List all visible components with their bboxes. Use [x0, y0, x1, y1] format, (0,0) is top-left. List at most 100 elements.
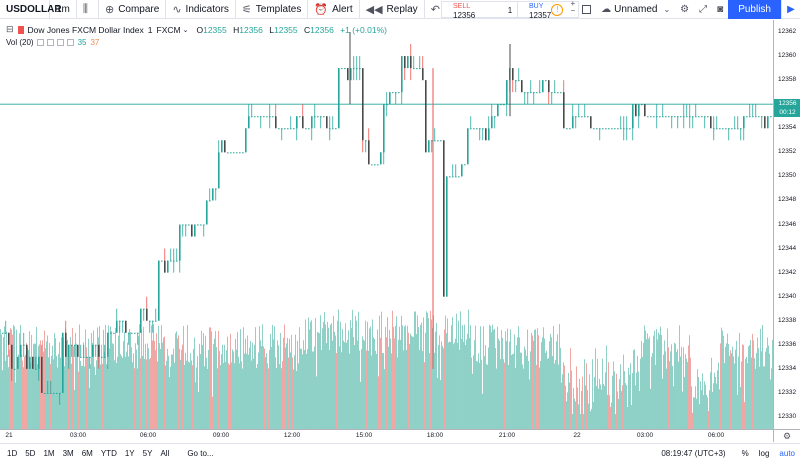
- candle-body: [419, 68, 421, 70]
- volume-bar: [455, 338, 456, 429]
- chart-type-button[interactable]: ⫼: [77, 0, 99, 19]
- range-all[interactable]: All: [160, 448, 170, 458]
- fullscreen-square-button[interactable]: [577, 0, 596, 19]
- chart-pane[interactable]: ⊟ Dow Jones FXCM Dollar Index 1 FXCM ⌄ O…: [0, 20, 773, 429]
- volume-bar: [369, 328, 370, 429]
- volume-bar: [614, 371, 615, 429]
- interval-button[interactable]: 1m: [50, 0, 77, 19]
- collapse-icon[interactable]: ⊟: [6, 24, 14, 34]
- percent-toggle[interactable]: %: [741, 449, 749, 458]
- visibility-icon[interactable]: [36, 39, 44, 46]
- volume-bar: [307, 349, 308, 429]
- volume-bar: [454, 342, 455, 429]
- high-value: 12356: [239, 24, 263, 35]
- volume-bar: [132, 362, 133, 429]
- square-icon: [582, 5, 592, 14]
- goto-button[interactable]: Go to...: [187, 448, 214, 458]
- fullscreen-button[interactable]: ⤢: [694, 0, 712, 19]
- volume-bar: [407, 325, 408, 429]
- volume-bar: [690, 357, 691, 429]
- volume-bar: [256, 367, 257, 429]
- candle-body: [269, 116, 271, 118]
- undo-button[interactable]: ↶: [425, 0, 450, 19]
- volume-bar: [209, 327, 210, 429]
- volume-bar: [356, 320, 357, 429]
- volume-bar: [458, 320, 459, 429]
- volume-bar: [721, 327, 722, 429]
- time-axis[interactable]: 21 03:00 06:00 09:00 12:00 15:00 18:00 21:00 22 0…: [0, 429, 773, 442]
- range-5y[interactable]: 5Y: [142, 448, 153, 458]
- range-5d[interactable]: 5D: [25, 448, 36, 458]
- replay-button[interactable]: ◀◀ Replay: [360, 0, 425, 19]
- settings-button[interactable]: ⚙: [675, 0, 694, 19]
- volume-bar: [131, 347, 132, 429]
- settings-small-icon[interactable]: [46, 39, 54, 46]
- more-small-icon[interactable]: [66, 39, 74, 46]
- clock-readout[interactable]: 08:19:47 (UTC+3): [661, 449, 726, 458]
- volume-bar: [93, 330, 94, 429]
- candle-body: [188, 224, 190, 226]
- volume-bar: [8, 367, 9, 429]
- range-1m[interactable]: 1M: [43, 448, 55, 458]
- volume-bar: [127, 342, 128, 429]
- sell-button[interactable]: SELL 12356: [441, 1, 503, 20]
- range-3m[interactable]: 3M: [62, 448, 74, 458]
- volume-bar: [681, 346, 682, 429]
- layout-name-button[interactable]: ☁ Unnamed ⌄: [596, 0, 675, 19]
- volume-bar: [519, 337, 520, 429]
- volume-bar: [265, 357, 266, 429]
- open-value: 12355: [203, 24, 227, 35]
- range-6m[interactable]: 6M: [81, 448, 93, 458]
- volume-bar: [754, 358, 755, 429]
- volume-bar: [165, 365, 166, 429]
- candle-body: [68, 344, 70, 357]
- candle-body: [92, 344, 94, 357]
- volume-bar: [620, 364, 621, 429]
- indicators-button[interactable]: ∿ Indicators: [166, 0, 236, 19]
- volume-bar: [496, 368, 497, 429]
- symbol-search-button[interactable]: USDOLLAR: [0, 0, 62, 19]
- volume-bar: [460, 311, 461, 429]
- volume-bar: [758, 348, 759, 429]
- volume-bar: [89, 387, 90, 429]
- close-small-icon[interactable]: [56, 39, 64, 46]
- range-ytd[interactable]: YTD: [100, 448, 117, 458]
- volume-bar: [761, 351, 762, 429]
- price-chart[interactable]: [0, 20, 773, 429]
- volume-bar: [626, 385, 627, 429]
- volume-bar: [96, 360, 97, 429]
- alert-button[interactable]: ⏰ Alert: [308, 0, 360, 19]
- volume-bar: [141, 330, 142, 429]
- candle-body: [686, 116, 688, 118]
- candle-body: [389, 92, 391, 105]
- volume-bar: [547, 358, 548, 429]
- volume-bar: [372, 319, 373, 429]
- volume-bar: [765, 351, 766, 429]
- candle-body: [56, 392, 58, 394]
- chart-settings-corner[interactable]: ⚙: [773, 429, 800, 442]
- volume-bar: [755, 368, 756, 429]
- volume-bar: [95, 374, 96, 429]
- play-button[interactable]: ▶: [781, 0, 800, 19]
- volume-bar: [440, 380, 441, 429]
- auto-toggle[interactable]: auto: [779, 449, 795, 458]
- compare-button[interactable]: ⊕ Compare: [99, 0, 167, 19]
- info-button[interactable]: !: [546, 0, 568, 19]
- candle-body: [206, 200, 208, 225]
- volume-bar: [130, 331, 131, 429]
- range-1d[interactable]: 1D: [7, 448, 18, 458]
- templates-button[interactable]: ⚟ Templates: [236, 0, 309, 19]
- publish-button[interactable]: Publish: [728, 0, 781, 19]
- snapshot-button[interactable]: ◙: [712, 0, 728, 19]
- candle-body: [266, 116, 268, 118]
- buy-button[interactable]: BUY 12357: [517, 1, 579, 20]
- range-1y[interactable]: 1Y: [124, 448, 135, 458]
- plus-minus-button[interactable]: + −: [568, 0, 577, 19]
- gear-icon: ⚙: [782, 430, 792, 441]
- log-toggle[interactable]: log: [758, 449, 770, 458]
- volume-bar: [133, 353, 134, 429]
- volume-bar: [243, 327, 244, 429]
- volume-bar: [621, 391, 622, 429]
- price-axis[interactable]: 12362 12360 12358 12356 12354 12352 12350 12348…: [773, 20, 800, 429]
- volume-bar: [627, 406, 628, 429]
